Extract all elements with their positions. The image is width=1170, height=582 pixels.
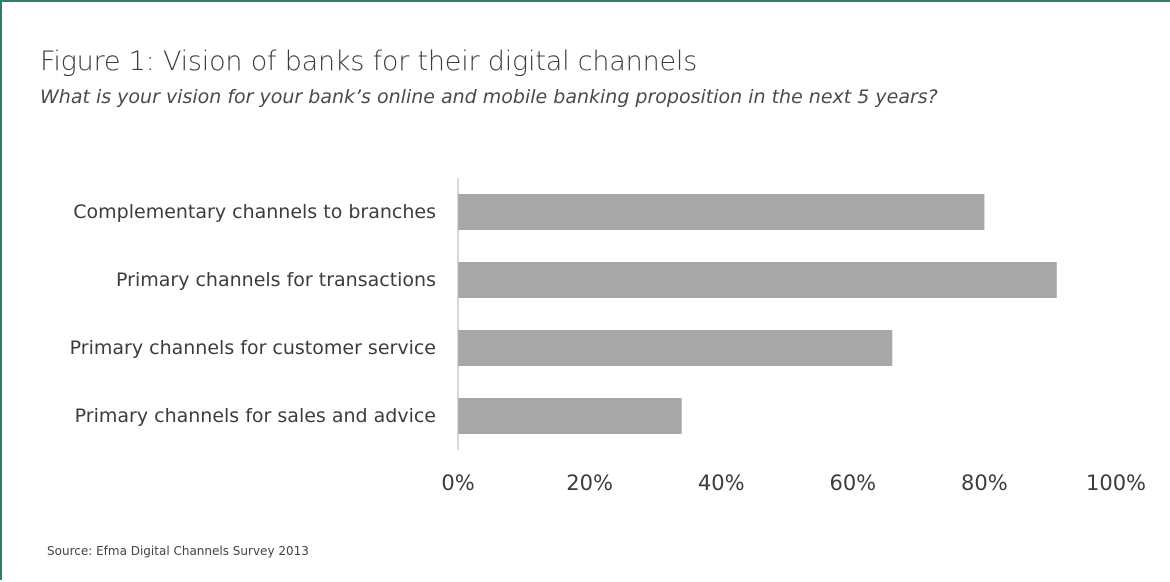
x-tick-label-4: 60%	[829, 471, 876, 495]
category-label-3: Primary channels for customer service	[70, 337, 436, 359]
x-tick-label-6: 100%	[1086, 471, 1146, 495]
bar-4	[458, 398, 682, 434]
x-tick-label-2: 20%	[566, 471, 613, 495]
bar-3	[458, 330, 893, 366]
bar-2	[458, 262, 1057, 298]
x-tick-label-3: 40%	[698, 471, 745, 495]
bars-layer	[458, 194, 1057, 434]
category-labels: Complementary channels to branches Primar…	[70, 201, 436, 427]
x-tick-label-1: 0%	[441, 471, 474, 495]
figure-title: Figure 1: Vision of banks for their digi…	[40, 46, 698, 77]
category-label-1: Complementary channels to branches	[73, 201, 436, 223]
category-label-2: Primary channels for transactions	[116, 269, 436, 291]
x-axis-ticks: 0% 20% 40% 60% 80% 100%	[441, 471, 1146, 495]
x-tick-label-5: 80%	[961, 471, 1008, 495]
figure-subtitle: What is your vision for your bank’s onli…	[40, 86, 938, 108]
category-label-4: Primary channels for sales and advice	[75, 405, 436, 427]
bar-1	[458, 194, 985, 230]
source-note: Source: Efma Digital Channels Survey 201…	[47, 544, 309, 558]
